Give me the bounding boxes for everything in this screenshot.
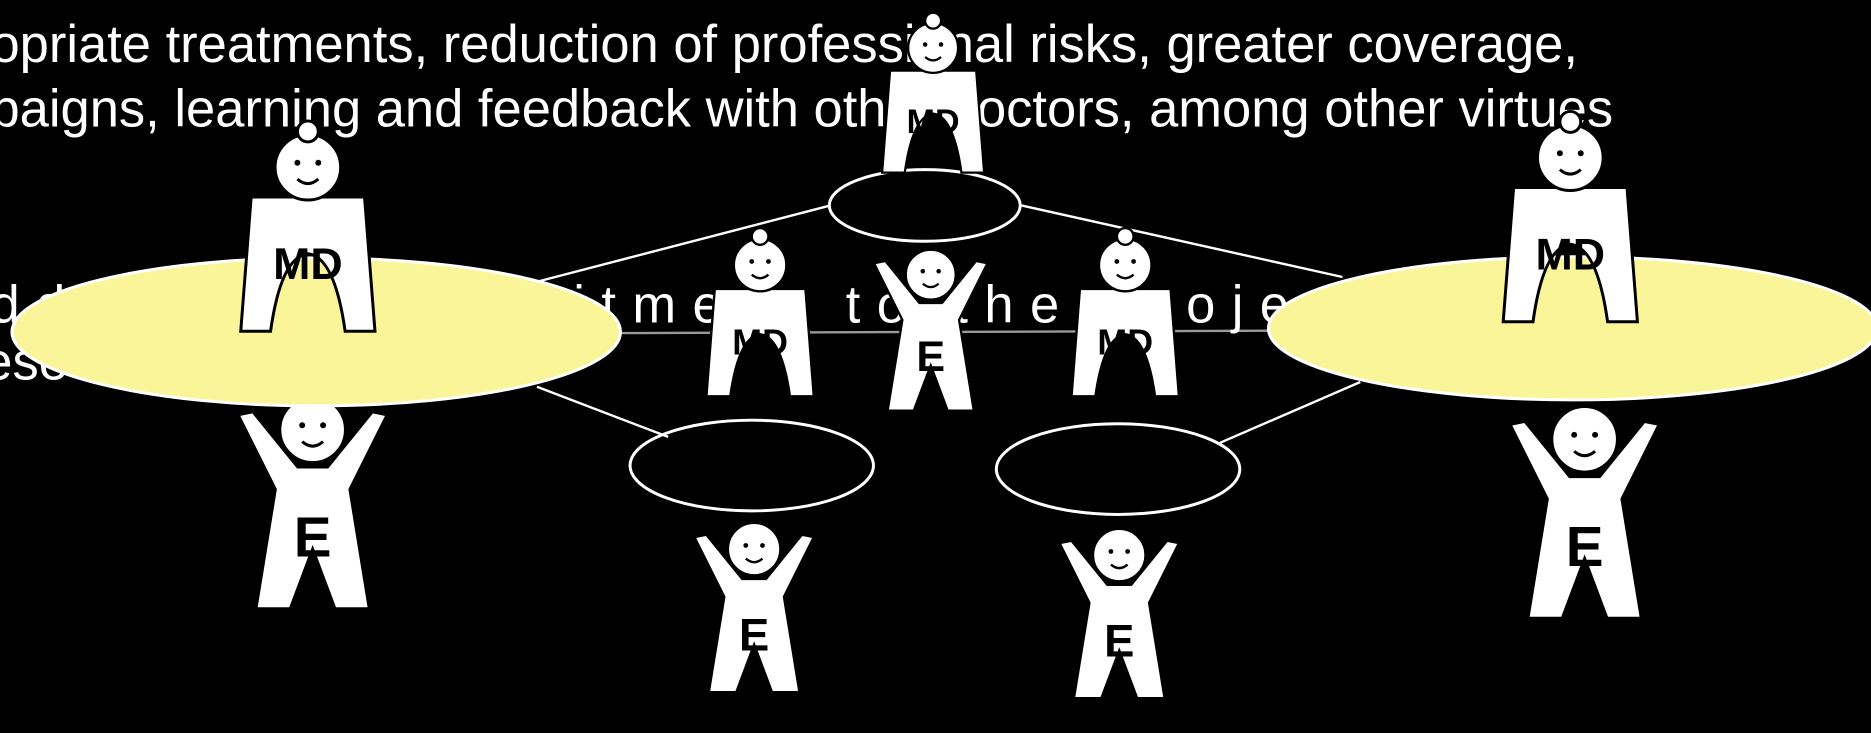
doctor-label: MD (1097, 323, 1153, 363)
eye (760, 543, 765, 548)
eye (1109, 549, 1114, 554)
head-mirror (925, 13, 941, 29)
eye (743, 543, 748, 548)
eye (921, 269, 926, 274)
head-mirror (752, 228, 769, 245)
eye (315, 160, 321, 166)
slide: opriate treatments, reduction of profess… (0, 0, 1871, 733)
doctor-label: MD (273, 239, 343, 289)
head (1093, 529, 1146, 582)
head (1552, 406, 1618, 472)
text-line: paigns, learning and feedback with other… (0, 80, 1613, 139)
employee-label: E (1104, 615, 1134, 666)
employee-label: E (916, 333, 945, 381)
head (1099, 239, 1152, 292)
page: opriate treatments, reduction of profess… (0, 0, 1871, 733)
employee-label: E (739, 609, 769, 660)
head (908, 23, 958, 73)
eye (766, 259, 771, 264)
eye (1114, 259, 1119, 264)
eye (1592, 432, 1598, 438)
head-mirror (1117, 228, 1134, 245)
eye (936, 269, 941, 274)
head-mirror (1560, 111, 1581, 132)
head (728, 523, 781, 576)
eye (320, 422, 326, 428)
eye (299, 422, 305, 428)
doctor-label: MD (1536, 230, 1606, 280)
eye (1578, 150, 1584, 156)
eye (1131, 259, 1136, 264)
head (1537, 125, 1603, 191)
head (275, 134, 341, 200)
eye (1125, 549, 1130, 554)
head (906, 250, 956, 300)
eye (939, 42, 944, 47)
doctor-label: MD (732, 323, 788, 363)
doctor-label: MD (907, 103, 960, 141)
head-mirror (297, 121, 318, 142)
eye (1557, 150, 1563, 156)
eye (923, 42, 928, 47)
employee-label: E (1566, 516, 1604, 579)
eye (749, 259, 754, 264)
head (734, 239, 787, 292)
employee-label: E (294, 507, 332, 570)
text-line: opriate treatments, reduction of profess… (0, 15, 1578, 74)
eye (1571, 432, 1577, 438)
eye (294, 160, 300, 166)
